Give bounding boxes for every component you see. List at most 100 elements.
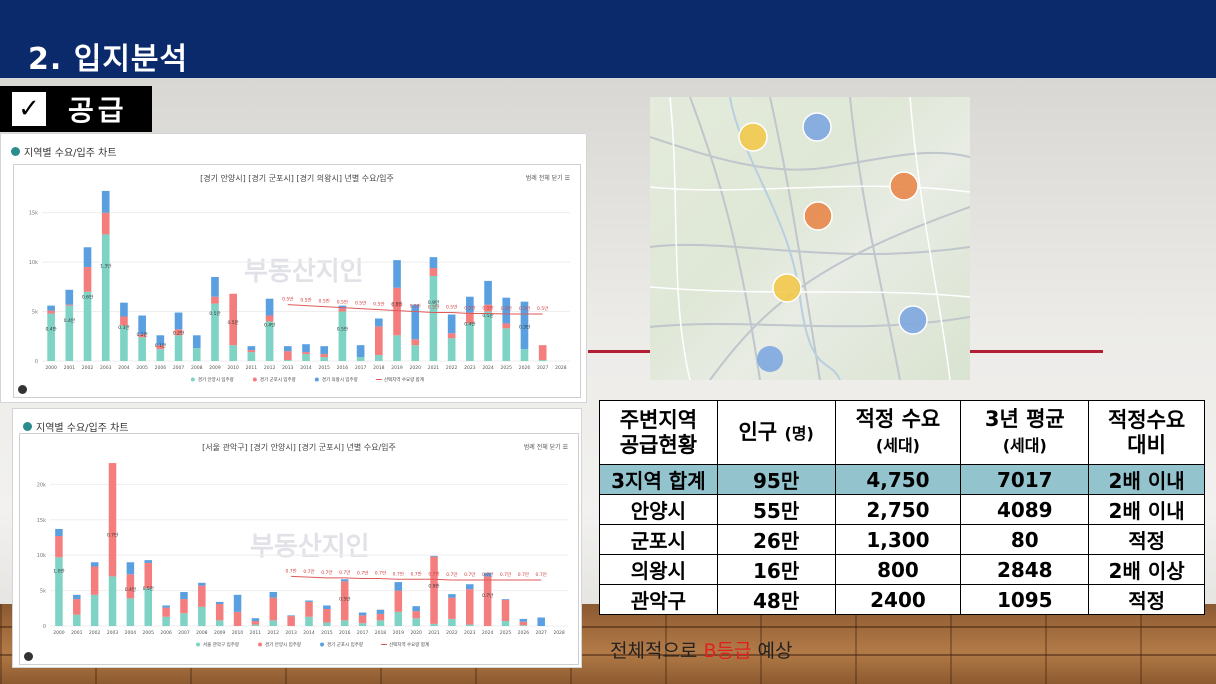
cell-avg3y: 80 (960, 524, 1090, 555)
bar-segment (283, 346, 292, 352)
logo-icon (18, 385, 27, 394)
x-tick-label: 2003 (100, 365, 112, 371)
cell-region: 3지역 합계 (599, 464, 718, 495)
supply-status-table: 주변지역 공급현황 인구 (명) 적정 수요 (세대) 3년 평균 (세대) 적정수요… (599, 400, 1205, 615)
bar-segment (483, 576, 492, 626)
chart-title: [서울 관악구] [경기 안양시] [경기 군포시] 년별 수요/입주 (202, 443, 396, 452)
bar-segment (144, 560, 152, 563)
x-tick-label: 2020 (410, 365, 422, 371)
header-population: 인구 (명) (716, 400, 836, 465)
x-tick-label: 2011 (246, 365, 258, 371)
bar-segment (247, 350, 256, 353)
demand-label: 0.7만 (393, 570, 404, 577)
bar-segment (358, 623, 367, 626)
x-tick-label: 2012 (268, 630, 280, 636)
y-tick-label: 10k (37, 553, 46, 559)
demand-line (287, 304, 543, 315)
bar-segment (73, 614, 81, 626)
data-label: 0.5만 (482, 312, 493, 319)
y-tick-label: 20k (37, 482, 46, 488)
demand-label: 0.5만 (373, 301, 384, 308)
bar-segment (120, 316, 128, 326)
x-tick-label: 2015 (321, 630, 333, 636)
x-tick-label: 2009 (214, 630, 226, 636)
bar-segment (429, 268, 438, 276)
divider-line-left (588, 350, 650, 353)
bar-segment (229, 293, 237, 346)
section-badge: ✓ 공급 (0, 86, 152, 132)
legend-swatch (314, 377, 319, 382)
data-label: 0.3만 (519, 323, 530, 330)
chart-icon (23, 422, 32, 431)
bar-segment (411, 345, 420, 361)
demand-label: 0.5만 (446, 304, 457, 311)
bar-segment (126, 574, 135, 599)
bar-segment (120, 325, 128, 361)
x-tick-label: 2025 (501, 365, 513, 371)
x-tick-label: 2017 (357, 630, 369, 636)
bar-segment (356, 357, 365, 361)
x-tick-label: 2024 (482, 630, 494, 636)
map-marker (773, 274, 801, 302)
cell-region: 군포시 (599, 524, 718, 555)
bar-segment (466, 624, 474, 626)
bar-segment (447, 333, 456, 339)
bar-segment (302, 352, 310, 355)
map-road (650, 243, 970, 256)
demand-label: 0.5만 (391, 302, 402, 309)
bar-segment (211, 276, 219, 297)
demand-label: 0.7만 (464, 571, 475, 578)
map-drawing (650, 97, 970, 380)
x-tick-label: 2007 (173, 365, 185, 371)
map-road-minor (650, 185, 970, 193)
bar-segment (138, 315, 146, 335)
bar-segment (429, 257, 438, 269)
legend-swatch (190, 377, 195, 382)
bar-segment (394, 590, 403, 612)
x-tick-label: 2024 (482, 365, 494, 371)
x-tick-label: 2001 (71, 630, 83, 636)
x-tick-label: 2002 (89, 630, 101, 636)
bar-segment (447, 314, 456, 334)
bar-segment (215, 601, 224, 605)
bar-segment (502, 328, 511, 361)
demand-label: 0.7만 (518, 571, 529, 578)
demand-label: 0.5만 (482, 305, 493, 312)
data-label: 0.4만 (45, 326, 56, 333)
demand-label: 0.5만 (300, 297, 311, 304)
demand-label: 0.5만 (337, 299, 348, 306)
bar-segment (269, 597, 278, 621)
bar-segment (144, 588, 152, 626)
bar-segment (320, 346, 329, 355)
legend-entry: 경기 의왕시 입주량 (322, 376, 358, 383)
bar-segment (287, 615, 295, 617)
demand-label: 0.5만 (501, 305, 512, 312)
legend-toggle-button[interactable]: 범례 전체 닫기 ☰ (525, 175, 570, 182)
bar-segment (538, 345, 547, 361)
data-label: 0.4만 (464, 321, 475, 328)
x-tick-label: 2002 (82, 365, 94, 371)
table-row: 3지역 합계 95만 4,750 7017 2배 이내 (599, 464, 1205, 495)
bar-segment (466, 296, 474, 313)
bar-segment (198, 606, 206, 626)
bar-segment (101, 212, 110, 235)
legend-toggle-button[interactable]: 범례 전체 닫기 ☰ (523, 444, 568, 451)
x-tick-label: 2000 (53, 630, 65, 636)
x-tick-label: 2027 (535, 630, 547, 636)
bar-segment (174, 312, 183, 330)
legend-entry: 경기 안양시 입주량 (198, 376, 234, 383)
bar-segment (501, 599, 510, 622)
x-tick-label: 2017 (355, 365, 367, 371)
bar-segment (162, 605, 170, 608)
chart-icon (11, 147, 20, 156)
cell-demand: 800 (834, 554, 962, 585)
table-header-row: 주변지역 공급현황 인구 (명) 적정 수요 (세대) 3년 평균 (세대) 적정수요… (599, 400, 1205, 465)
bar-segment (174, 335, 183, 361)
data-label: 0.4만 (64, 317, 75, 324)
demand-label: 0.7만 (339, 569, 350, 576)
data-label: 0.3만 (118, 324, 129, 331)
bar-segment (466, 584, 474, 590)
x-tick-label: 2001 (64, 365, 76, 371)
demand-label: 0.7만 (303, 568, 314, 575)
x-tick-label: 2022 (446, 630, 458, 636)
